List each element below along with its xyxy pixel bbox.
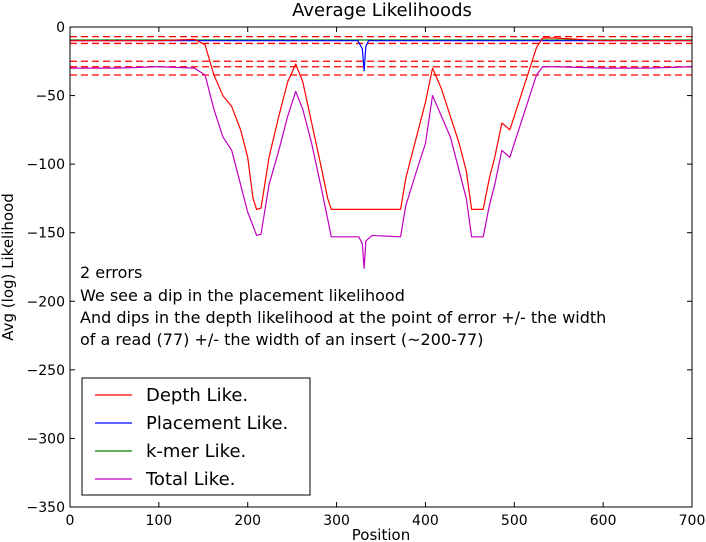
y-tick-label: 0 — [56, 20, 65, 36]
y-tick-label: −50 — [35, 89, 65, 105]
x-tick-label: 300 — [323, 513, 350, 529]
y-tick-label: −150 — [27, 226, 65, 242]
series-line-total-like — [70, 66, 693, 269]
legend-label-depth: Depth Like. — [146, 385, 248, 406]
y-tick-label: −250 — [27, 363, 65, 379]
y-tick-label: −350 — [27, 500, 65, 516]
legend-box — [81, 377, 311, 496]
annotation-line: And dips in the depth likelihood at the … — [80, 308, 606, 327]
y-tick-label: −100 — [27, 157, 65, 173]
axis-ticks: 0 100 200 300 400 500 600 700 0 −50 −100 −150 −200 −2… — [27, 20, 706, 529]
y-axis-title: Avg (log) Likelihood — [0, 193, 17, 341]
x-tick-label: 0 — [66, 513, 75, 529]
legend-label-total: Total Like. — [145, 469, 235, 490]
x-tick-label: 200 — [234, 513, 261, 529]
chart-title: Average Likelihoods — [292, 0, 472, 21]
legend-label-kmer: k-mer Like. — [146, 441, 246, 462]
annotation-line: 2 errors — [80, 263, 142, 282]
annotation-text: 2 errors We see a dip in the placement l… — [80, 263, 606, 349]
y-tick-label: −200 — [27, 294, 65, 310]
series-line-placement-like — [70, 40, 692, 72]
plot-area — [70, 35, 693, 269]
x-tick-label: 700 — [679, 513, 706, 529]
y-tick-label: −300 — [27, 431, 65, 447]
x-axis-title: Position — [352, 526, 410, 542]
annotation-line: of a read (77) +/- the width of an inser… — [80, 330, 483, 349]
annotation-line: We see a dip in the placement likelihood — [80, 286, 405, 305]
x-tick-label: 600 — [590, 513, 617, 529]
plot-frame — [69, 26, 693, 508]
legend-label-placement: Placement Like. — [146, 413, 288, 434]
x-tick-label: 100 — [145, 513, 172, 529]
series-line-depth-like — [70, 37, 692, 210]
x-tick-label: 400 — [412, 513, 439, 529]
x-tick-label: 500 — [501, 513, 528, 529]
legend: Depth Like. Placement Like. k-mer Like. … — [81, 377, 311, 496]
